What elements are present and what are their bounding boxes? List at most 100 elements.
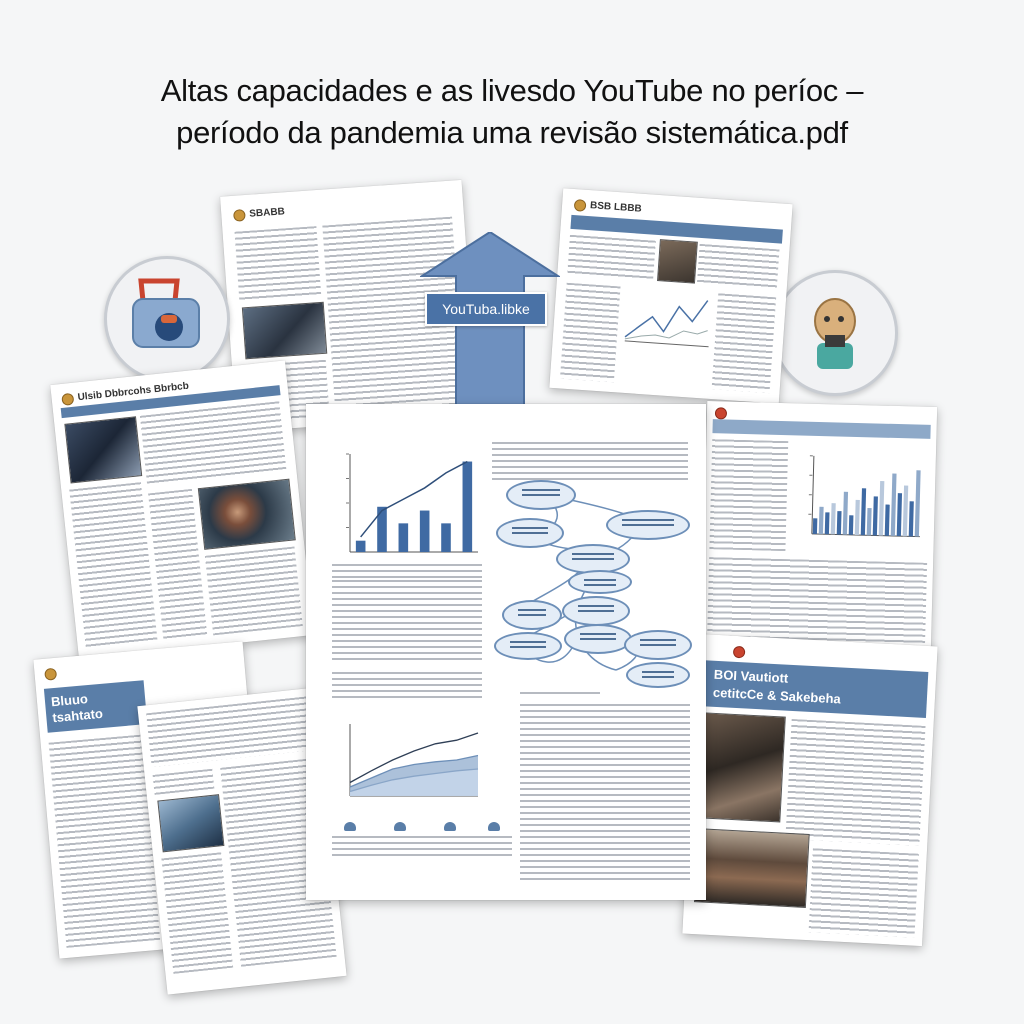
x-axis (811, 533, 920, 538)
text-block (234, 226, 322, 302)
bar (419, 510, 430, 552)
figure-circle (772, 270, 898, 396)
page-center (306, 404, 706, 900)
concept-node (502, 600, 562, 630)
text-block (696, 243, 780, 290)
handbag-circle (104, 256, 230, 382)
bar (398, 523, 409, 552)
series-line (349, 768, 479, 793)
header-band (712, 419, 931, 439)
text-block (711, 293, 777, 394)
bar (842, 491, 849, 535)
band-title-line-1: BOI Vautiott (713, 666, 789, 686)
journal-logo-icon (573, 199, 587, 212)
journal-logo-icon (44, 667, 58, 681)
bar (824, 512, 830, 535)
concept-node (606, 510, 690, 540)
area-series (350, 769, 478, 796)
document-title-line-1: Altas capacidades e as livesdo YouTube n… (160, 73, 864, 108)
page-left-middle: Ulsib Dbbrcohs Bbrbcb (50, 360, 314, 660)
page-bottom-right: BOI Vautiott cetitcCe & Sakebeha (682, 633, 938, 947)
bar (866, 507, 872, 536)
bar (818, 506, 824, 535)
bar-chart-right (808, 455, 921, 538)
text-block (148, 488, 208, 641)
concept-node (568, 570, 632, 594)
text-block (332, 564, 482, 578)
concept-node (562, 596, 630, 626)
y-axis (811, 455, 815, 534)
key-icon (488, 822, 500, 831)
bar (878, 480, 885, 536)
document-title-line-2: período da pandemia uma revisão sistemát… (176, 115, 848, 150)
key-icon (344, 822, 356, 831)
bar (836, 511, 842, 535)
bar (896, 493, 903, 537)
figure-icon (814, 298, 856, 369)
text-block (146, 696, 315, 768)
journal-logo-icon (732, 645, 746, 659)
trend-line (360, 460, 468, 538)
text-block (332, 836, 512, 856)
text-block (69, 482, 158, 649)
photo (241, 301, 328, 360)
handbag-icon (132, 278, 200, 348)
bar (902, 485, 909, 537)
concept-node (624, 630, 692, 660)
text-block (785, 718, 926, 846)
concept-node (564, 624, 632, 654)
journal-logo-icon (714, 407, 728, 420)
text-block (332, 672, 482, 698)
photo (64, 416, 143, 484)
bar (872, 496, 878, 536)
photo (197, 478, 296, 550)
bar (890, 473, 897, 536)
series-line (349, 754, 479, 788)
bar (860, 488, 867, 536)
photo (698, 712, 786, 823)
line-chart (624, 300, 709, 348)
key-icon (444, 822, 456, 831)
text-block (492, 442, 688, 482)
page-right-middle (700, 401, 938, 655)
bar-chart-center (346, 453, 478, 553)
bar (355, 540, 366, 552)
page-header: SBABB (248, 206, 286, 220)
text-block (520, 704, 690, 884)
page-header: BSB LBBB (589, 200, 643, 215)
series-line (349, 732, 479, 784)
area-chart-center (349, 724, 479, 797)
photo (657, 239, 698, 284)
bar (914, 470, 921, 537)
page-top-right: BSB LBBB (549, 188, 793, 404)
concept-node (556, 544, 630, 574)
photo (693, 828, 810, 908)
bar (377, 506, 387, 552)
text-block (709, 439, 789, 552)
photo (157, 794, 225, 853)
band-title-line-2: cetitcCe & Sakebeha (712, 684, 842, 707)
concept-node (494, 632, 562, 660)
document-title: Altas capacidades e as livesdo YouTube n… (0, 70, 1024, 154)
bar (462, 461, 473, 552)
text-block (808, 848, 919, 938)
journal-logo-icon (61, 392, 75, 406)
journal-logo-icon (233, 209, 246, 222)
bar (908, 501, 914, 537)
text-block (139, 401, 287, 486)
band-title: Bluuo tsahtato (50, 691, 104, 726)
concept-node (506, 480, 576, 510)
text-block (567, 234, 656, 281)
bar (812, 518, 818, 534)
text-block (707, 557, 928, 647)
arrow-label: YouTuba.libke (425, 292, 547, 326)
text-block (204, 546, 303, 636)
header-band: BOI Vautiott cetitcCe & Sakebeha (702, 660, 929, 718)
bar (854, 499, 860, 536)
text-block (520, 692, 600, 696)
concept-node (626, 662, 690, 688)
concept-node (496, 518, 564, 548)
key-icon (394, 822, 406, 831)
text-block (559, 282, 621, 383)
text-block (161, 852, 234, 974)
